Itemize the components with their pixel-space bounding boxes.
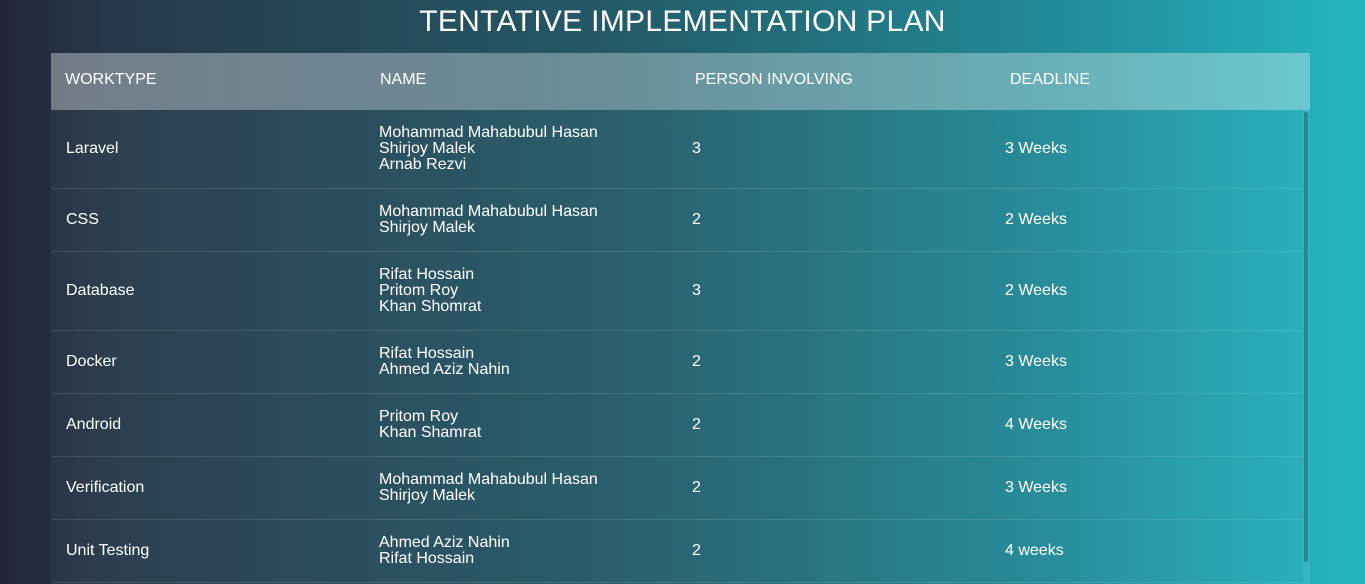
cell-deadline: 3 Weeks (1005, 479, 1067, 496)
cell-deadline: 4 weeks (1005, 542, 1064, 559)
table-row: CSS Mohammad Mahabubul Hasan Shirjoy Malek… (51, 189, 1303, 252)
person-name: Khan Shamrat (379, 424, 482, 441)
person-name: Shirjoy Malek (379, 219, 476, 236)
person-name: Pritom Roy (379, 408, 459, 425)
person-name: Mohammad Mahabubul Hasan (379, 471, 598, 488)
cell-names: Mohammad Mahabubul Hasan Shirjoy Malek Arn… (379, 110, 598, 188)
person-name: Arnab Rezvi (379, 156, 467, 173)
cell-person-count: 2 (692, 353, 701, 370)
table-row: Laravel Mohammad Mahabubul Hasan Shirjoy M… (51, 110, 1303, 189)
person-name: Ahmed Aziz Nahin (379, 534, 510, 551)
cell-deadline: 2 Weeks (1005, 211, 1067, 228)
table-row: Docker Rifat Hossain Ahmed Aziz Nahin 2 3 We… (51, 331, 1303, 394)
table-row: Unit Testing Ahmed Aziz Nahin Rifat Hossai… (51, 520, 1303, 583)
cell-person-count: 2 (692, 479, 701, 496)
cell-worktype: Laravel (66, 140, 119, 157)
person-name: Ahmed Aziz Nahin (379, 361, 510, 378)
cell-worktype: Android (66, 416, 122, 433)
person-name: Mohammad Mahabubul Hasan (379, 203, 598, 220)
cell-deadline: 3 Weeks (1005, 353, 1067, 370)
column-header-worktype: WORKTYPE (65, 71, 157, 88)
cell-person-count: 3 (692, 282, 701, 299)
cell-person-count: 2 (692, 211, 701, 228)
cell-worktype: Verification (66, 479, 145, 496)
cell-person-count: 2 (692, 416, 701, 433)
cell-names: Rifat Hossain Pritom Roy Khan Shomrat (379, 252, 481, 330)
table-body: Laravel Mohammad Mahabubul Hasan Shirjoy M… (51, 110, 1303, 584)
cell-names: Rifat Hossain Ahmed Aziz Nahin (379, 331, 510, 393)
column-header-person-involving: PERSON INVOLVING (695, 71, 853, 88)
person-name: Khan Shomrat (379, 298, 482, 315)
column-header-name: NAME (380, 71, 427, 88)
cell-person-count: 2 (692, 542, 701, 559)
cell-deadline: 3 Weeks (1005, 140, 1067, 157)
scrollbar-thumb[interactable] (1304, 112, 1308, 562)
implementation-plan-table: WORKTYPE NAME PERSON INVOLVING DEADLINE … (51, 53, 1310, 584)
person-name: Pritom Roy (379, 282, 459, 299)
cell-worktype: CSS (66, 211, 99, 228)
page-title: TENTATIVE IMPLEMENTATION PLAN (419, 5, 946, 38)
person-name: Shirjoy Malek (379, 487, 476, 504)
cell-worktype: Docker (66, 353, 117, 370)
person-name: Mohammad Mahabubul Hasan (379, 124, 598, 141)
table-row: Android Pritom Roy Khan Shamrat 2 4 Weeks (51, 394, 1303, 457)
cell-names: Mohammad Mahabubul Hasan Shirjoy Malek (379, 457, 598, 519)
cell-names: Mohammad Mahabubul Hasan Shirjoy Malek (379, 189, 598, 251)
person-name: Rifat Hossain (379, 550, 475, 567)
column-header-deadline: DEADLINE (1010, 71, 1091, 88)
cell-worktype: Database (66, 282, 135, 299)
cell-deadline: 2 Weeks (1005, 282, 1067, 299)
table-row: Verification Mohammad Mahabubul Hasan Shir… (51, 457, 1303, 520)
person-name: Shirjoy Malek (379, 140, 476, 157)
cell-person-count: 3 (692, 140, 701, 157)
table-header: WORKTYPE NAME PERSON INVOLVING DEADLINE (51, 53, 1310, 110)
cell-deadline: 4 Weeks (1005, 416, 1067, 433)
person-name: Rifat Hossain (379, 345, 475, 362)
table-scrollbar[interactable] (1303, 110, 1310, 584)
cell-worktype: Unit Testing (66, 542, 150, 559)
cell-names: Ahmed Aziz Nahin Rifat Hossain (379, 520, 510, 582)
table-row: Database Rifat Hossain Pritom Roy Khan Shom… (51, 252, 1303, 331)
cell-names: Pritom Roy Khan Shamrat (379, 394, 481, 456)
person-name: Rifat Hossain (379, 266, 475, 283)
